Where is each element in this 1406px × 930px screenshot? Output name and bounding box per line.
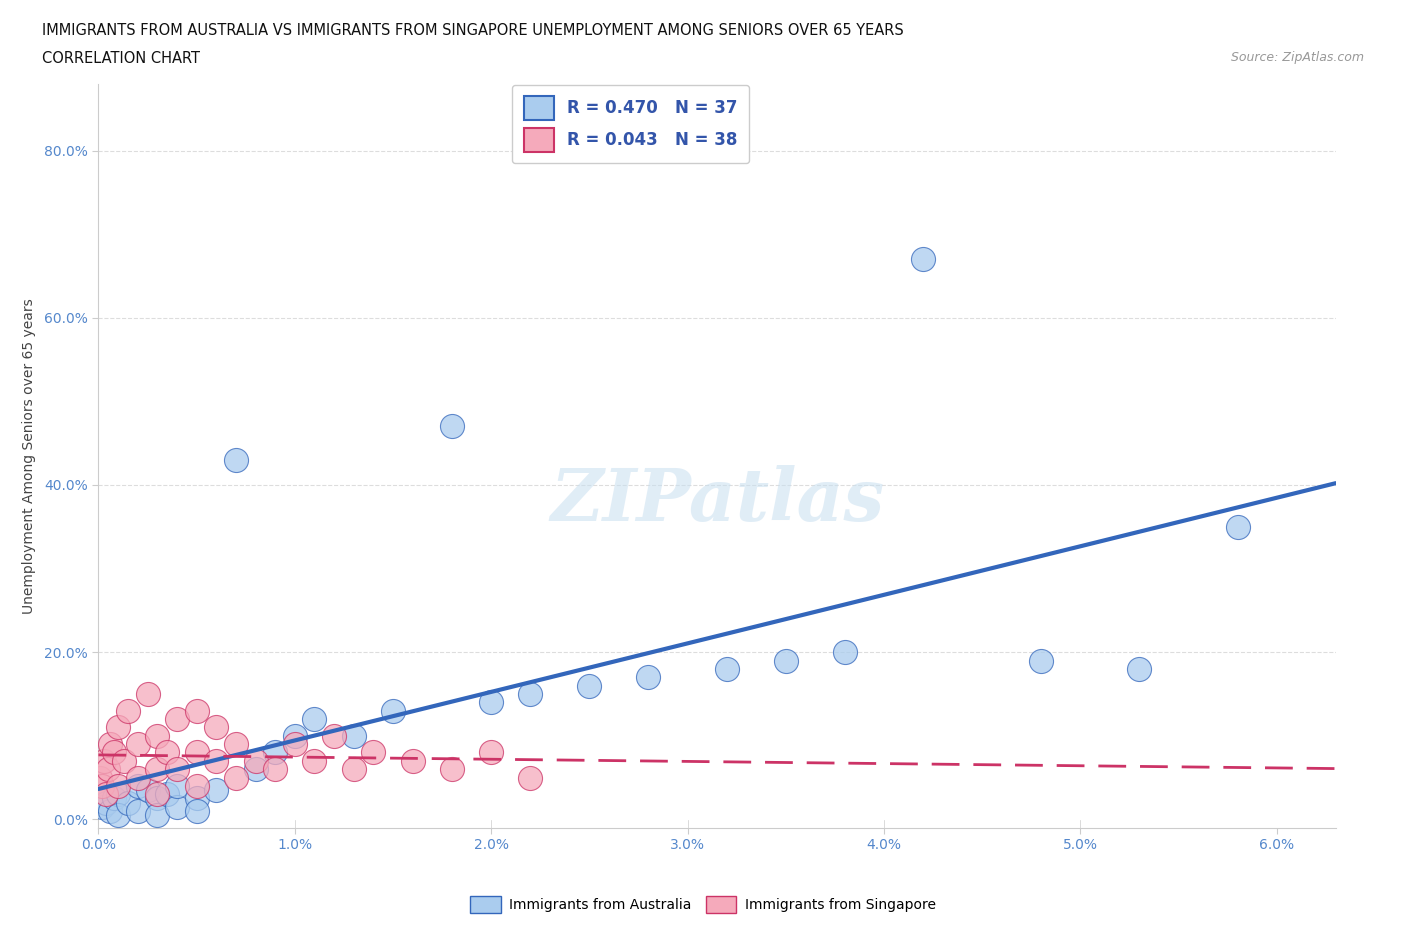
Point bbox=[107, 808, 129, 823]
Point bbox=[97, 762, 120, 777]
Point bbox=[146, 787, 169, 802]
Point bbox=[479, 745, 502, 760]
Point bbox=[1226, 519, 1249, 534]
Point bbox=[93, 753, 115, 768]
Point bbox=[401, 753, 423, 768]
Point bbox=[98, 737, 121, 751]
Y-axis label: Unemployment Among Seniors over 65 years: Unemployment Among Seniors over 65 years bbox=[22, 298, 35, 614]
Point bbox=[205, 720, 228, 735]
Point bbox=[186, 791, 208, 806]
Point bbox=[440, 762, 463, 777]
Point bbox=[225, 737, 247, 751]
Text: IMMIGRANTS FROM AUSTRALIA VS IMMIGRANTS FROM SINGAPORE UNEMPLOYMENT AMONG SENIOR: IMMIGRANTS FROM AUSTRALIA VS IMMIGRANTS … bbox=[42, 23, 904, 38]
Point bbox=[146, 808, 169, 823]
Point bbox=[245, 762, 267, 777]
Point bbox=[1128, 661, 1150, 676]
Point bbox=[304, 753, 326, 768]
Point bbox=[166, 778, 188, 793]
Point bbox=[156, 787, 179, 802]
Point bbox=[127, 804, 149, 818]
Point bbox=[91, 800, 114, 815]
Point bbox=[284, 737, 307, 751]
Point bbox=[264, 762, 287, 777]
Point bbox=[127, 778, 149, 793]
Point bbox=[96, 787, 118, 802]
Point bbox=[343, 762, 366, 777]
Point bbox=[96, 795, 118, 810]
Point bbox=[519, 686, 541, 701]
Point bbox=[166, 762, 188, 777]
Point bbox=[166, 800, 188, 815]
Point bbox=[186, 804, 208, 818]
Legend: R = 0.470   N = 37, R = 0.043   N = 38: R = 0.470 N = 37, R = 0.043 N = 38 bbox=[512, 85, 749, 164]
Point bbox=[578, 678, 600, 693]
Text: Source: ZipAtlas.com: Source: ZipAtlas.com bbox=[1230, 51, 1364, 64]
Point bbox=[91, 778, 114, 793]
Point bbox=[156, 745, 179, 760]
Point bbox=[107, 787, 129, 802]
Point bbox=[98, 804, 121, 818]
Point bbox=[382, 703, 405, 718]
Point bbox=[136, 686, 159, 701]
Point bbox=[127, 770, 149, 785]
Point bbox=[103, 791, 125, 806]
Point bbox=[912, 252, 935, 267]
Point bbox=[264, 745, 287, 760]
Point bbox=[225, 452, 247, 467]
Point bbox=[127, 737, 149, 751]
Point bbox=[107, 778, 129, 793]
Point bbox=[225, 770, 247, 785]
Point bbox=[89, 770, 111, 785]
Point bbox=[112, 753, 135, 768]
Point bbox=[343, 728, 366, 743]
Text: CORRELATION CHART: CORRELATION CHART bbox=[42, 51, 200, 66]
Point bbox=[146, 762, 169, 777]
Point bbox=[245, 753, 267, 768]
Point bbox=[775, 653, 797, 668]
Point bbox=[519, 770, 541, 785]
Point bbox=[363, 745, 385, 760]
Point bbox=[117, 703, 139, 718]
Point bbox=[146, 728, 169, 743]
Point bbox=[146, 791, 169, 806]
Point bbox=[205, 753, 228, 768]
Point bbox=[479, 695, 502, 710]
Point bbox=[284, 728, 307, 743]
Point bbox=[107, 720, 129, 735]
Point bbox=[205, 783, 228, 798]
Point bbox=[136, 783, 159, 798]
Point bbox=[186, 703, 208, 718]
Point bbox=[1029, 653, 1052, 668]
Point bbox=[304, 711, 326, 726]
Point bbox=[834, 644, 856, 659]
Point bbox=[103, 745, 125, 760]
Point bbox=[166, 711, 188, 726]
Point bbox=[186, 745, 208, 760]
Point bbox=[716, 661, 738, 676]
Point bbox=[117, 795, 139, 810]
Legend: Immigrants from Australia, Immigrants from Singapore: Immigrants from Australia, Immigrants fr… bbox=[465, 890, 941, 919]
Point bbox=[440, 419, 463, 434]
Point bbox=[323, 728, 346, 743]
Point bbox=[637, 670, 659, 684]
Point bbox=[186, 778, 208, 793]
Text: ZIPatlas: ZIPatlas bbox=[550, 465, 884, 536]
